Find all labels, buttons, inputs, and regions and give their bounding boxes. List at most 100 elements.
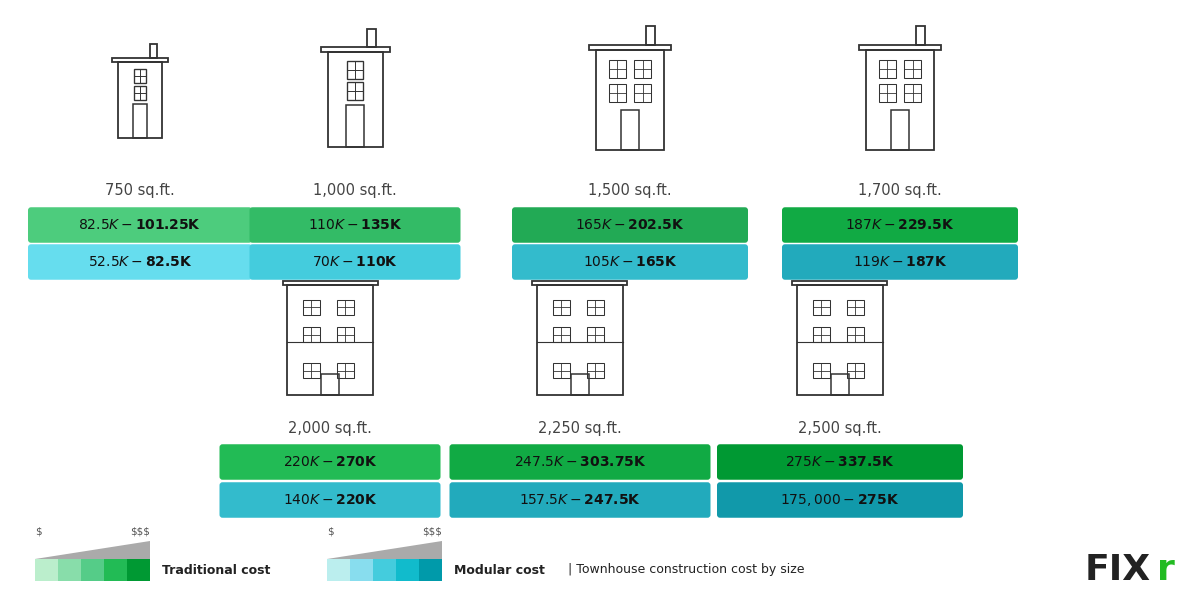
- Bar: [812, 363, 829, 378]
- Bar: [118, 62, 162, 138]
- Bar: [337, 300, 354, 315]
- FancyBboxPatch shape: [28, 244, 252, 280]
- Text: r: r: [1157, 553, 1175, 587]
- Text: 2,000 sq.ft.: 2,000 sq.ft.: [288, 420, 372, 435]
- Bar: [58, 559, 82, 581]
- Text: FIX: FIX: [1085, 553, 1151, 587]
- Bar: [588, 45, 672, 50]
- Bar: [302, 300, 319, 315]
- Bar: [832, 374, 848, 394]
- FancyBboxPatch shape: [716, 482, 962, 518]
- Bar: [287, 285, 373, 394]
- Bar: [847, 300, 864, 315]
- Bar: [346, 106, 364, 148]
- Bar: [350, 559, 373, 581]
- Bar: [596, 50, 664, 150]
- Text: $: $: [326, 527, 334, 537]
- Bar: [320, 48, 390, 52]
- Bar: [812, 300, 829, 315]
- Text: $275K - $337.5K: $275K - $337.5K: [785, 455, 895, 469]
- Bar: [622, 110, 638, 150]
- Bar: [610, 84, 626, 102]
- Bar: [328, 52, 383, 148]
- Text: $220K - $270K: $220K - $270K: [283, 455, 377, 469]
- Bar: [133, 86, 146, 100]
- Text: $52.5K - $82.5K: $52.5K - $82.5K: [88, 255, 192, 269]
- Text: | Townhouse construction cost by size: | Townhouse construction cost by size: [564, 563, 804, 576]
- Bar: [396, 559, 419, 581]
- FancyBboxPatch shape: [512, 207, 748, 243]
- Text: $247.5K - $303.75K: $247.5K - $303.75K: [514, 455, 647, 469]
- Bar: [133, 104, 148, 138]
- FancyBboxPatch shape: [716, 444, 962, 480]
- Text: 1,700 sq.ft.: 1,700 sq.ft.: [858, 183, 942, 198]
- Text: Traditional cost: Traditional cost: [162, 563, 270, 576]
- Bar: [127, 559, 150, 581]
- Bar: [538, 285, 623, 394]
- Bar: [533, 280, 628, 285]
- Bar: [571, 374, 588, 394]
- Bar: [635, 84, 652, 102]
- Bar: [326, 559, 350, 581]
- Text: $140K - $220K: $140K - $220K: [283, 493, 377, 507]
- Bar: [150, 43, 157, 58]
- FancyBboxPatch shape: [220, 444, 440, 480]
- Bar: [347, 82, 364, 100]
- Bar: [419, 559, 442, 581]
- Text: 2,250 sq.ft.: 2,250 sq.ft.: [538, 420, 622, 435]
- Text: $157.5K - $247.5K: $157.5K - $247.5K: [520, 493, 641, 507]
- FancyBboxPatch shape: [782, 244, 1018, 280]
- Bar: [133, 69, 146, 83]
- Text: 1,500 sq.ft.: 1,500 sq.ft.: [588, 183, 672, 198]
- Bar: [905, 84, 922, 102]
- Text: $110K - $135K: $110K - $135K: [307, 218, 402, 232]
- FancyBboxPatch shape: [250, 207, 461, 243]
- Bar: [553, 363, 570, 378]
- Bar: [892, 110, 908, 150]
- Text: $82.5K - $101.25K: $82.5K - $101.25K: [78, 218, 202, 232]
- Text: $165K - $202.5K: $165K - $202.5K: [575, 218, 685, 232]
- Text: $175,000 - $275K: $175,000 - $275K: [780, 492, 900, 508]
- Bar: [916, 26, 925, 45]
- Text: $$$: $$$: [422, 527, 442, 537]
- Bar: [610, 60, 626, 78]
- Bar: [847, 327, 864, 342]
- FancyBboxPatch shape: [220, 482, 440, 518]
- Bar: [553, 327, 570, 342]
- FancyBboxPatch shape: [782, 207, 1018, 243]
- Bar: [104, 559, 127, 581]
- Bar: [847, 363, 864, 378]
- Bar: [878, 60, 895, 78]
- Bar: [587, 327, 604, 342]
- Text: 1,000 sq.ft.: 1,000 sq.ft.: [313, 183, 397, 198]
- Bar: [302, 327, 319, 342]
- Text: $$$: $$$: [130, 527, 150, 537]
- FancyBboxPatch shape: [512, 244, 748, 280]
- Text: $105K - $165K: $105K - $165K: [583, 255, 677, 269]
- Bar: [812, 327, 829, 342]
- Text: $119K - $187K: $119K - $187K: [853, 255, 947, 269]
- Bar: [553, 300, 570, 315]
- Bar: [587, 300, 604, 315]
- Bar: [587, 363, 604, 378]
- Bar: [337, 363, 354, 378]
- Bar: [792, 280, 888, 285]
- Bar: [302, 363, 319, 378]
- Polygon shape: [35, 541, 150, 559]
- Text: Modular cost: Modular cost: [454, 563, 545, 576]
- Bar: [35, 559, 58, 581]
- Text: 2,500 sq.ft.: 2,500 sq.ft.: [798, 420, 882, 435]
- Bar: [337, 327, 354, 342]
- Bar: [82, 559, 104, 581]
- Bar: [866, 50, 934, 150]
- Text: $70K - $110K: $70K - $110K: [312, 255, 398, 269]
- Bar: [373, 559, 396, 581]
- FancyBboxPatch shape: [250, 244, 461, 280]
- Bar: [282, 280, 378, 285]
- Text: $: $: [35, 527, 42, 537]
- FancyBboxPatch shape: [450, 482, 710, 518]
- Polygon shape: [326, 541, 442, 559]
- Bar: [113, 58, 168, 62]
- Bar: [347, 61, 364, 79]
- FancyBboxPatch shape: [450, 444, 710, 480]
